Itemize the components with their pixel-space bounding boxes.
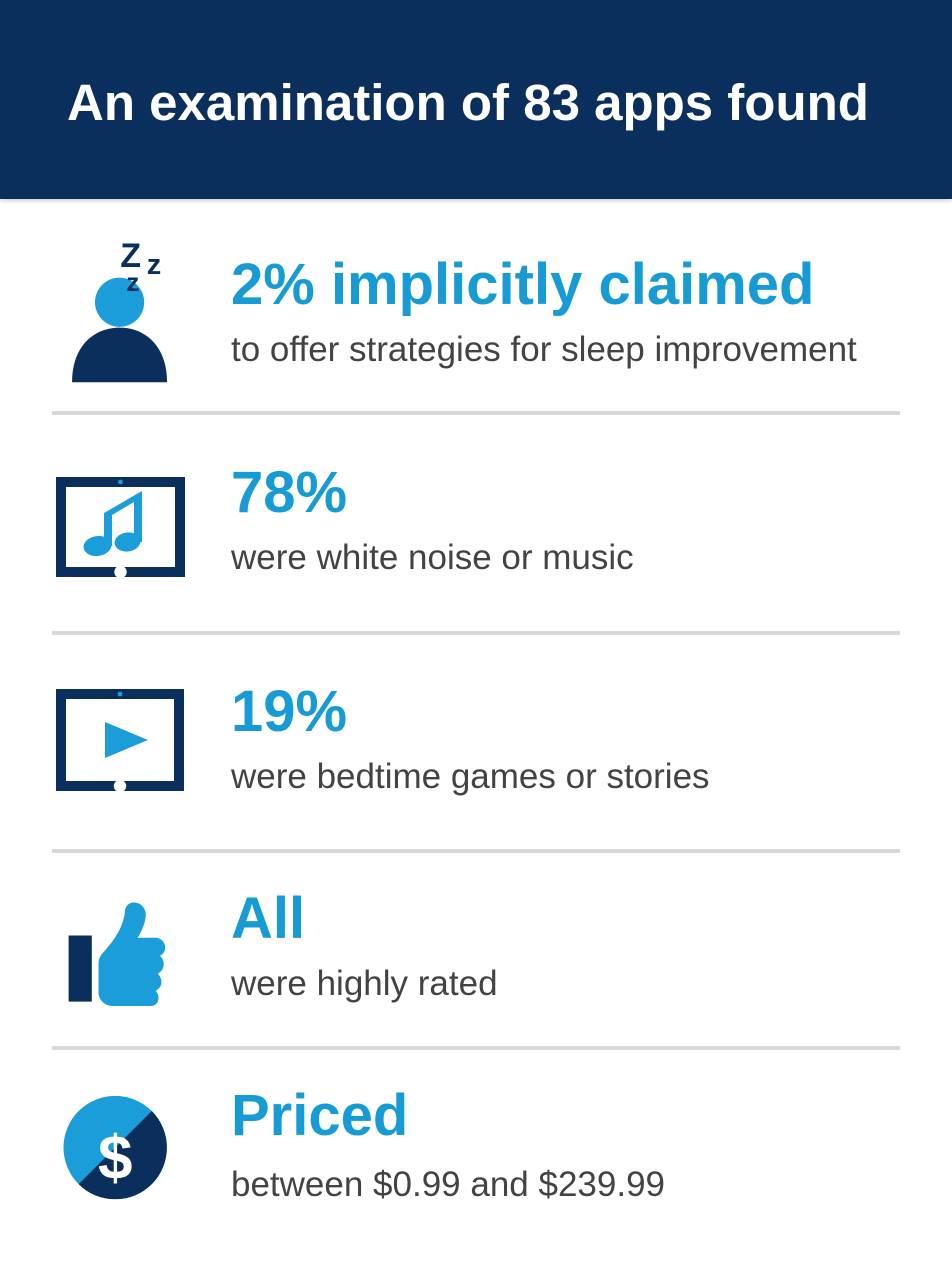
svg-text:z: z <box>126 267 139 297</box>
svg-text:z: z <box>147 249 162 281</box>
svg-text:$: $ <box>98 1124 132 1193</box>
